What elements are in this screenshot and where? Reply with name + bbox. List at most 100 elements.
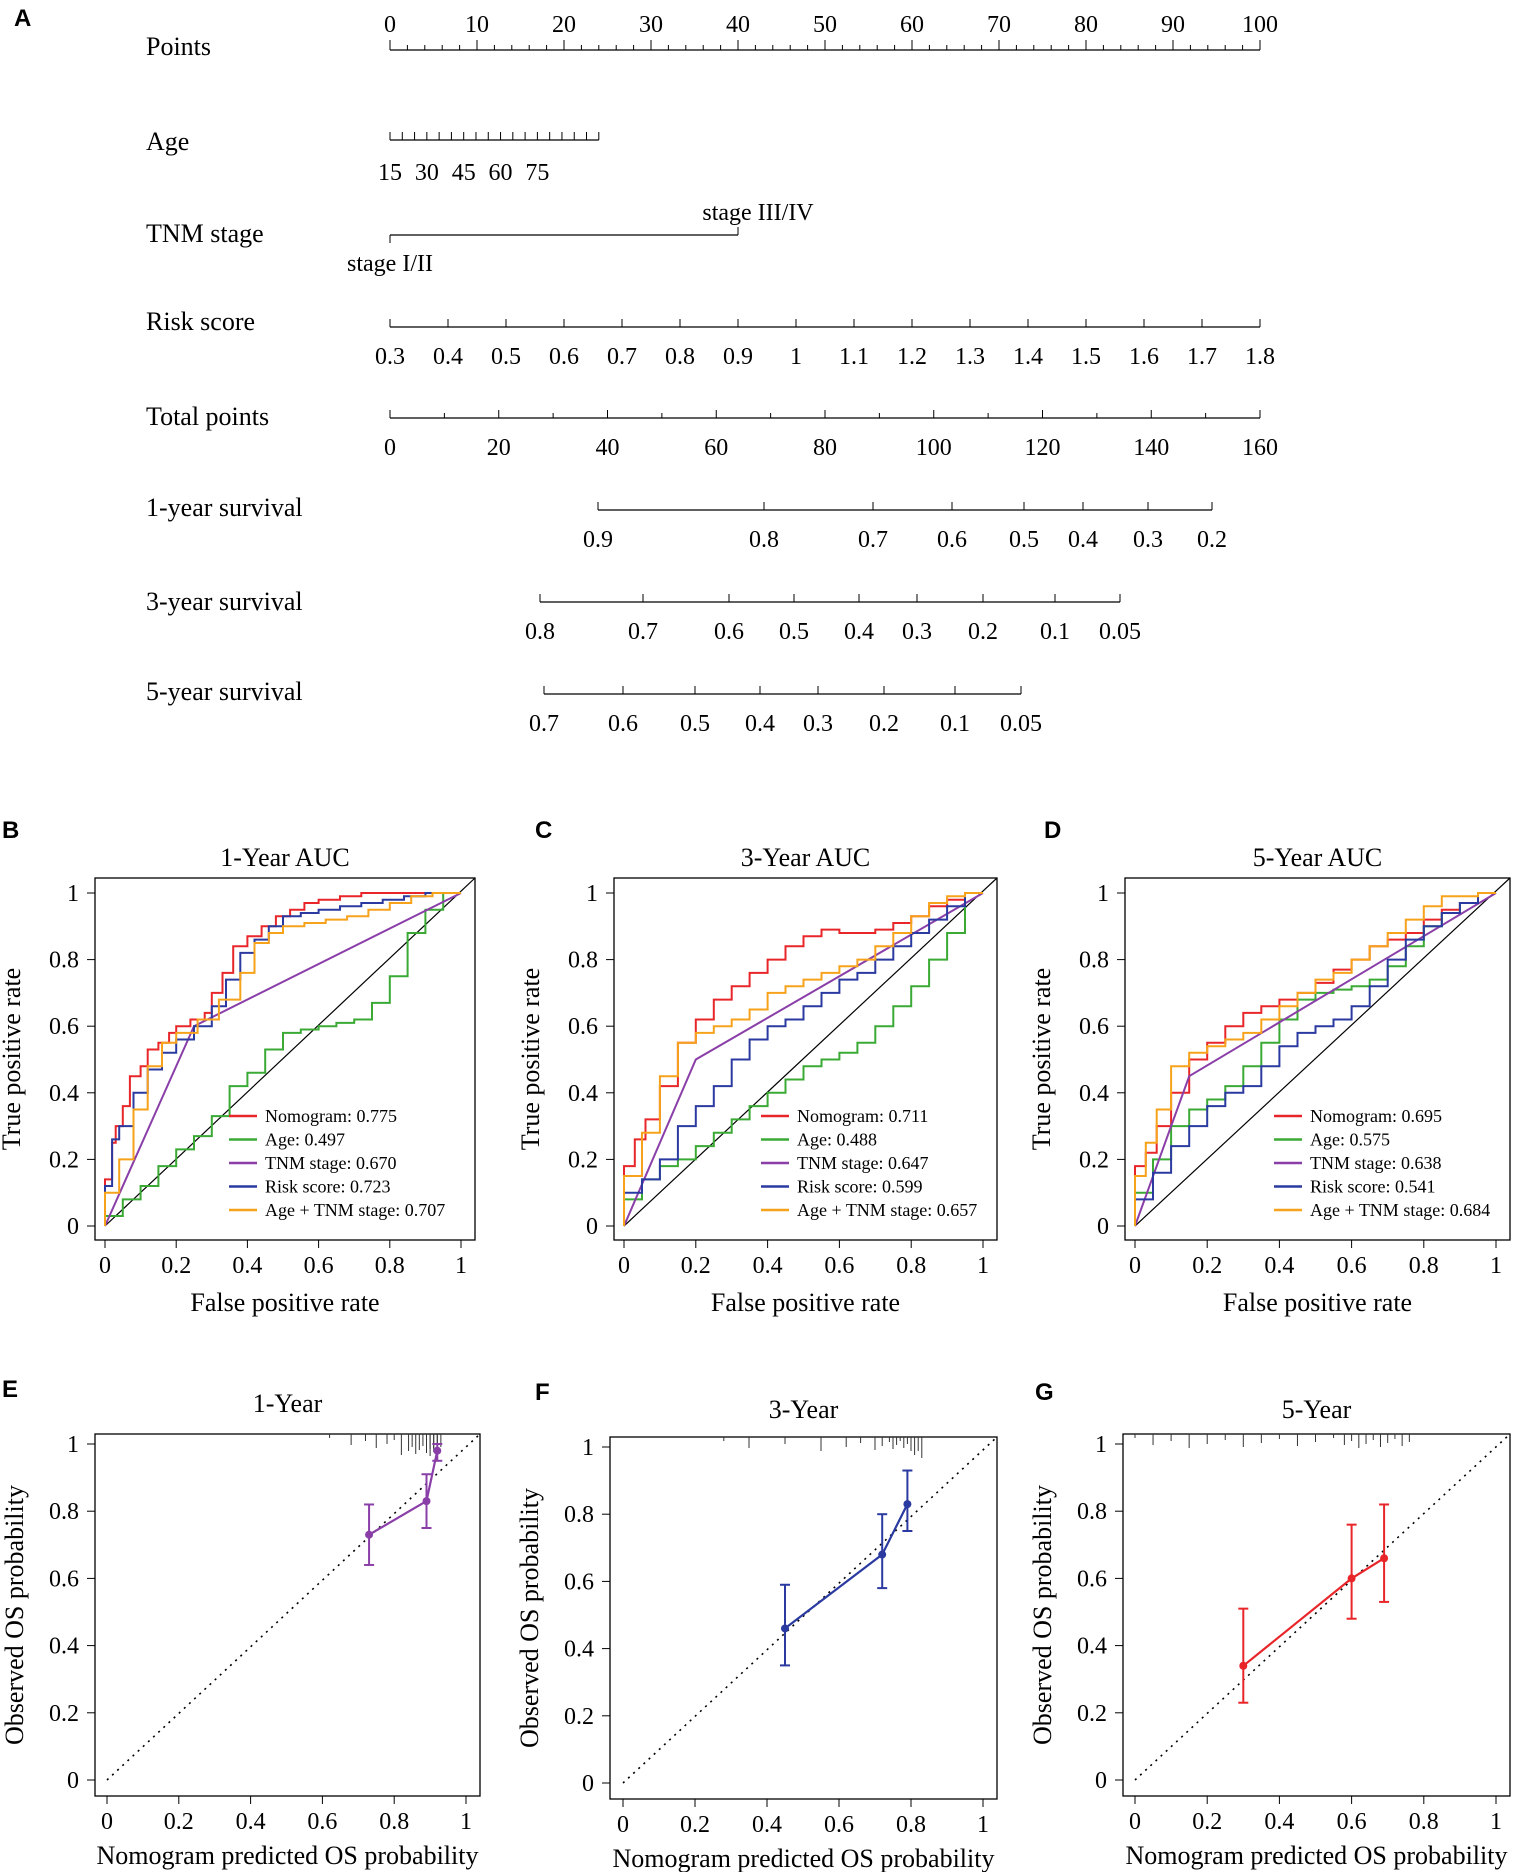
chart-title: 5-Year AUC bbox=[1253, 843, 1383, 872]
reference-diagonal bbox=[104, 877, 476, 1227]
risk-score-tick-label: 1.4 bbox=[1013, 344, 1043, 370]
nomogram-row-label: Risk score bbox=[146, 307, 255, 336]
1-year-survival-tick-label: 0.4 bbox=[1068, 527, 1098, 553]
x-tick-label: 0.4 bbox=[753, 1253, 783, 1279]
legend-label-age-tnm-stage: Age + TNM stage: 0.657 bbox=[797, 1200, 977, 1220]
5-year-survival-tick-label: 0.1 bbox=[940, 711, 970, 737]
y-tick-label: 0.6 bbox=[49, 1566, 79, 1592]
roc-line-age-tnm-stage bbox=[1134, 892, 1496, 1226]
y-tick-label: 0.4 bbox=[1079, 1081, 1109, 1107]
points-tick-label: 40 bbox=[726, 12, 750, 38]
legend-label-tnm-stage: TNM stage: 0.647 bbox=[797, 1153, 928, 1173]
total-points-tick-label: 40 bbox=[596, 435, 620, 461]
plot-frame bbox=[609, 1436, 998, 1800]
points-tick-label: 30 bbox=[639, 12, 663, 38]
3-year-survival-tick-label: 0.8 bbox=[525, 619, 555, 645]
risk-score-tick-label: 1.3 bbox=[955, 344, 985, 370]
y-tick-label: 0.8 bbox=[1077, 1499, 1107, 1525]
nomogram-row-label: 1-year survival bbox=[146, 493, 303, 522]
nomogram-row-3-year-survival: 3-year survival 0.8 0.7 0.6 0.5 0.4 0.3 0.2 0.1 0… bbox=[146, 587, 1141, 645]
risk-score-tick-label: 0.4 bbox=[433, 344, 463, 370]
calibration-point bbox=[422, 1497, 431, 1506]
1-year-survival-tick-label: 0.6 bbox=[937, 527, 967, 553]
plot-frame bbox=[613, 877, 998, 1241]
5-year-survival-tick-label: 0.2 bbox=[869, 711, 899, 737]
risk-score-tick-label: 1.8 bbox=[1245, 344, 1275, 370]
1-year-survival-tick-label: 0.7 bbox=[858, 527, 888, 553]
age-tick-label: 60 bbox=[489, 160, 513, 186]
x-tick-label: 0.6 bbox=[824, 1253, 854, 1279]
x-tick-label: 1 bbox=[1490, 1809, 1502, 1835]
panel-label-e: E bbox=[2, 1376, 18, 1403]
calibration-point bbox=[878, 1550, 887, 1559]
y-tick-label: 0.4 bbox=[1077, 1634, 1107, 1660]
y-axis-label: True positive rate bbox=[0, 968, 26, 1150]
x-axis-label: False positive rate bbox=[190, 1288, 379, 1317]
y-axis-label: Observed OS probability bbox=[515, 1488, 544, 1748]
roc-chart-d: D 5-Year AUC 0 0.2 0.4 0.6 0.8 1 0 0.2 0.4 0.6 0.8 1 F… bbox=[1027, 817, 1511, 1317]
chart-title: 3-Year bbox=[769, 1395, 839, 1424]
prediction-rug bbox=[1134, 1434, 1410, 1448]
reference-diagonal bbox=[1134, 877, 1511, 1227]
risk-score-tick-label: 1.2 bbox=[897, 344, 927, 370]
legend-label-tnm-stage: TNM stage: 0.670 bbox=[265, 1153, 396, 1173]
legend-label-age: Age: 0.488 bbox=[797, 1130, 877, 1150]
x-tick-label: 0.8 bbox=[375, 1253, 405, 1279]
nomogram-row-1-year-survival: 1-year survival 0.9 0.8 0.7 0.6 0.5 0.4 0.3 0.2 bbox=[146, 493, 1227, 553]
prediction-rug bbox=[723, 1437, 923, 1458]
x-tick-label: 0 bbox=[618, 1253, 630, 1279]
nomogram-row-label: TNM stage bbox=[146, 219, 264, 248]
x-tick-label: 0.8 bbox=[896, 1253, 926, 1279]
y-tick-label: 1 bbox=[1097, 881, 1109, 907]
x-tick-label: 0.2 bbox=[164, 1809, 194, 1835]
y-tick-label: 0.8 bbox=[49, 1499, 79, 1525]
points-tick-label: 10 bbox=[465, 12, 489, 38]
total-points-tick-label: 0 bbox=[384, 435, 396, 461]
nomogram-row-risk-score: Risk score 0.3 0.4 0.5 0.6 0.7 0.8 0.9 1 1.1 1.2 1.… bbox=[146, 307, 1275, 370]
3-year-survival-tick-label: 0.1 bbox=[1040, 619, 1070, 645]
legend-label-nomogram: Nomogram: 0.711 bbox=[797, 1106, 928, 1126]
y-tick-label: 0.2 bbox=[49, 1147, 79, 1173]
1-year-survival-tick-label: 0.8 bbox=[749, 527, 779, 553]
legend-label-risk-score: Risk score: 0.541 bbox=[1310, 1177, 1436, 1197]
chart-title: 5-Year bbox=[1282, 1395, 1352, 1424]
x-tick-label: 0.2 bbox=[1192, 1809, 1222, 1835]
y-tick-label: 0.6 bbox=[1077, 1566, 1107, 1592]
y-tick-label: 0.6 bbox=[1079, 1014, 1109, 1040]
points-tick-label: 60 bbox=[900, 12, 924, 38]
roc-chart-b: B 1-Year AUC 0 0.2 0.4 0.6 0.8 1 0 0.2 0.4 0.6 0.8 1 F… bbox=[0, 817, 476, 1317]
roc-line-tnm-stage bbox=[623, 892, 984, 1227]
age-tick-label: 30 bbox=[415, 160, 439, 186]
x-tick-label: 0.6 bbox=[307, 1809, 337, 1835]
total-points-tick-label: 100 bbox=[916, 435, 952, 461]
y-tick-label: 0 bbox=[67, 1768, 79, 1794]
5-year-survival-tick-label: 0.7 bbox=[529, 711, 559, 737]
ideal-diagonal bbox=[1134, 1433, 1511, 1781]
calibration-panels: E 1-Year 0 0.2 0.4 0.6 0.8 1 0 0.2 0.4 0.6 0.8 1 Nomog… bbox=[0, 1376, 1511, 1872]
x-axis-label: Nomogram predicted OS probability bbox=[97, 1841, 479, 1870]
x-tick-label: 0.2 bbox=[680, 1812, 710, 1838]
5-year-survival-tick-label: 0.05 bbox=[1000, 711, 1042, 737]
legend-label-age: Age: 0.575 bbox=[1310, 1130, 1390, 1150]
risk-score-tick-label: 0.6 bbox=[549, 344, 579, 370]
risk-score-tick-label: 0.3 bbox=[375, 344, 405, 370]
y-tick-label: 0.8 bbox=[568, 948, 598, 974]
y-tick-label: 0.6 bbox=[568, 1014, 598, 1040]
risk-score-tick-label: 1.1 bbox=[839, 344, 869, 370]
y-tick-label: 0.2 bbox=[1079, 1147, 1109, 1173]
y-tick-label: 0.4 bbox=[568, 1081, 598, 1107]
roc-line-nomogram bbox=[104, 892, 461, 1226]
x-tick-label: 1 bbox=[977, 1812, 989, 1838]
total-points-tick-label: 20 bbox=[487, 435, 511, 461]
roc-line-age bbox=[104, 892, 461, 1226]
nomogram-row-label: 5-year survival bbox=[146, 677, 303, 706]
x-tick-label: 0 bbox=[99, 1253, 111, 1279]
x-tick-label: 0.2 bbox=[161, 1253, 191, 1279]
calibration-chart-e: E 1-Year 0 0.2 0.4 0.6 0.8 1 0 0.2 0.4 0.6 0.8 1 Nomog… bbox=[0, 1376, 481, 1870]
y-tick-label: 1 bbox=[1095, 1432, 1107, 1458]
panel-label-d: D bbox=[1044, 817, 1061, 844]
age-tick-label: 45 bbox=[452, 160, 476, 186]
nomogram-row-points: Points 0 10 20 30 40 50 60 70 80 90 100 bbox=[146, 12, 1278, 61]
roc-line-risk-score bbox=[1134, 892, 1496, 1226]
